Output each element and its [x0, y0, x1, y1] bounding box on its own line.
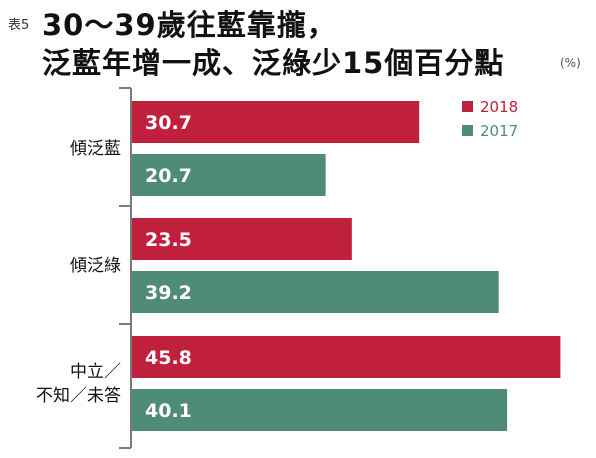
bar-2017-0 — [132, 154, 326, 196]
unit-label: (%) — [560, 56, 581, 70]
table-number: 表5 — [8, 18, 30, 33]
bar-2018-0 — [132, 101, 420, 143]
category-label: 傾泛綠 — [70, 254, 121, 278]
bar-value-label: 20.7 — [145, 165, 192, 187]
legend-label-2018: 2018 — [480, 98, 518, 116]
bar-2018-2 — [132, 336, 561, 378]
bar-2017-2 — [132, 389, 508, 431]
legend-label-2017: 2017 — [480, 122, 518, 140]
legend-swatch-2017 — [462, 125, 473, 136]
category-label-line: 傾泛藍 — [70, 138, 121, 159]
bar-2017-1 — [132, 271, 499, 313]
title-block: 表5 30～39歲往藍靠攏， 泛藍年增一成、泛綠少15個百分點 (%) — [0, 0, 596, 80]
bar-value-label: 40.1 — [145, 400, 192, 422]
category-label-line: 中立／ — [70, 361, 121, 382]
bar-value-label: 45.8 — [145, 347, 192, 369]
legend-swatch-2018 — [462, 101, 473, 112]
category-label-line: 傾泛綠 — [70, 255, 121, 276]
bar-value-label: 23.5 — [145, 229, 192, 251]
bar-value-label: 30.7 — [145, 112, 192, 134]
bar-value-label: 39.2 — [145, 282, 192, 304]
chart-title-line2: 泛藍年增一成、泛綠少15個百分點 — [42, 46, 505, 80]
category-label-line: 不知／未答 — [36, 385, 121, 406]
chart-title-line1: 30～39歲往藍靠攏， — [42, 8, 337, 42]
category-label: 中立／ 不知／未答 — [36, 360, 121, 408]
bar-2018-1 — [132, 218, 352, 260]
category-label: 傾泛藍 — [70, 137, 121, 161]
